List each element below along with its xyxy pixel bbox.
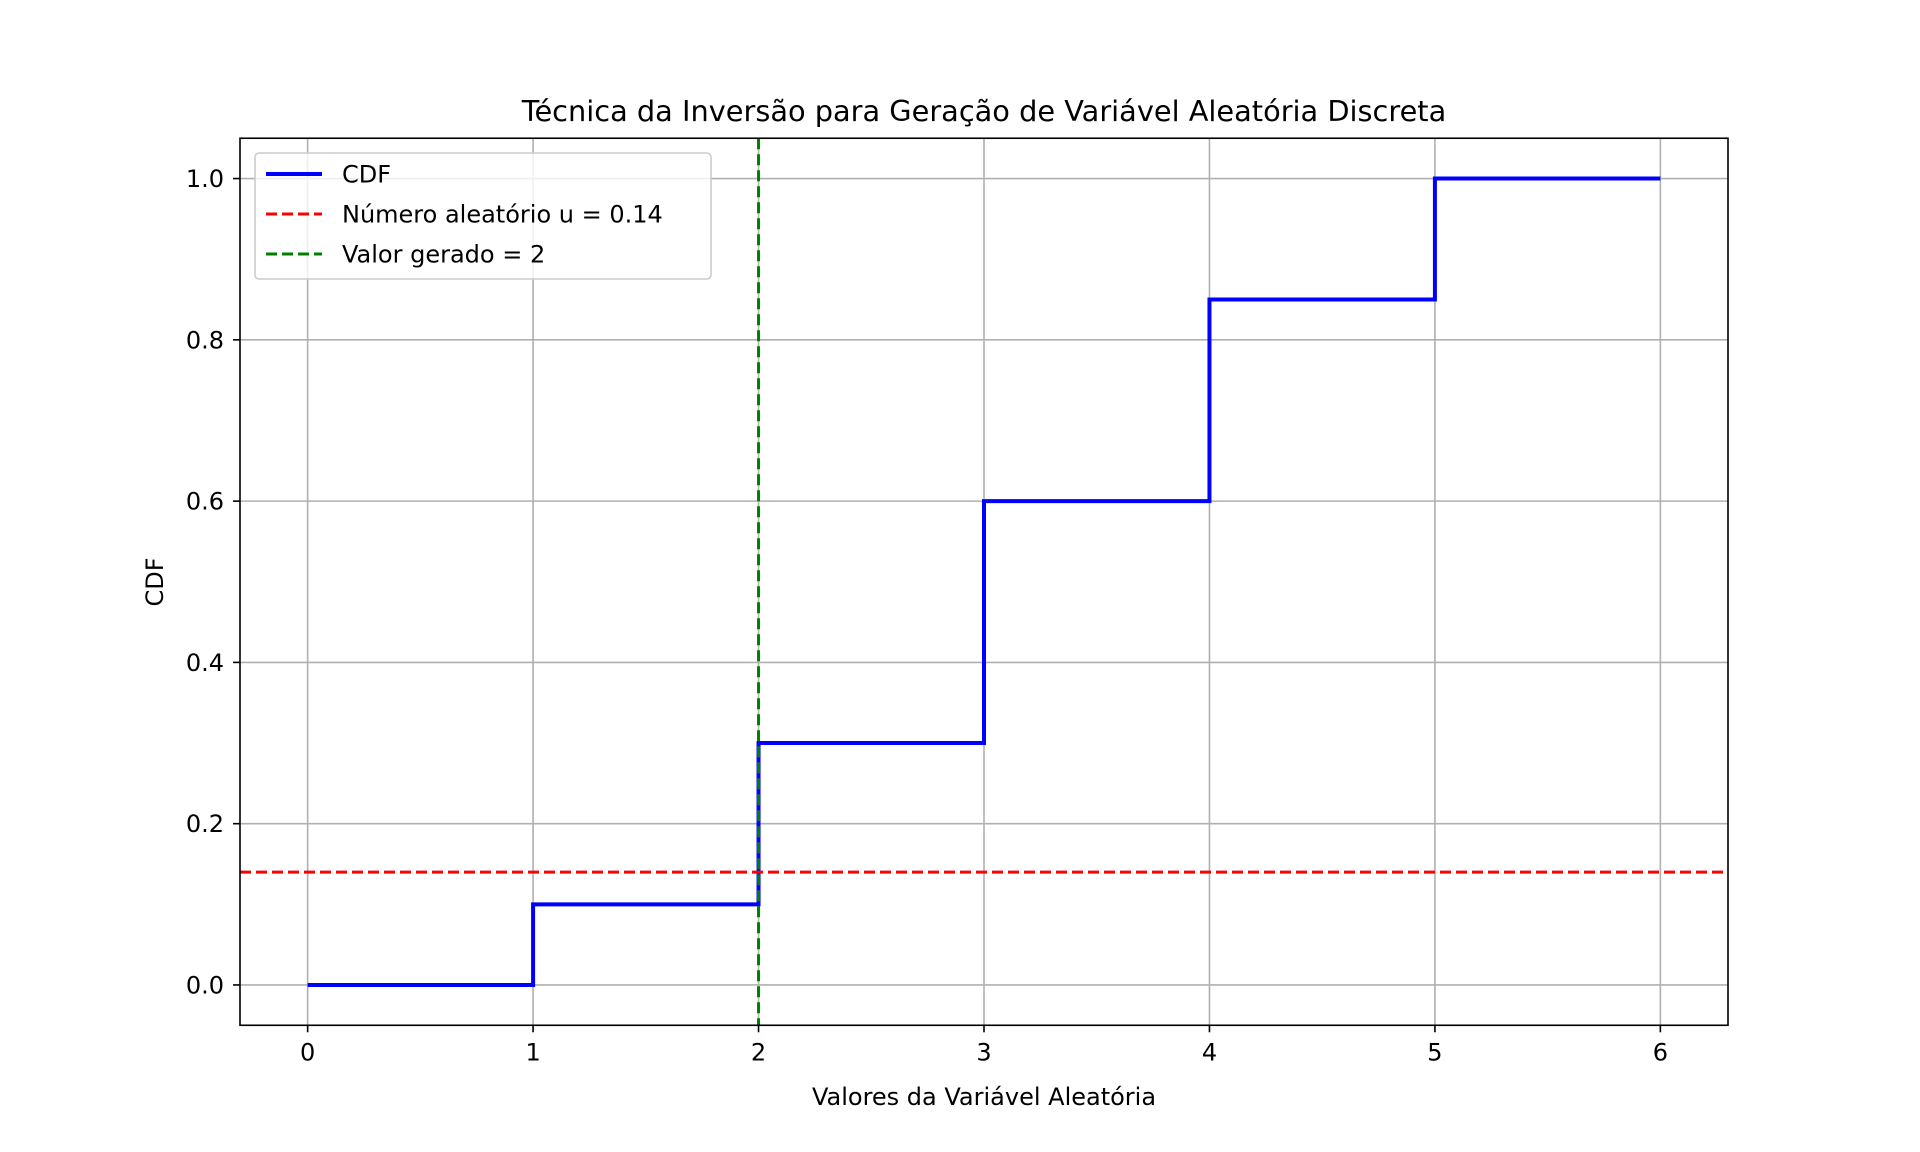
- x-axis-label: Valores da Variável Aleatória: [812, 1083, 1156, 1111]
- x-tick-label: 6: [1653, 1038, 1668, 1066]
- y-tick-label: 1.0: [186, 165, 224, 193]
- x-tick-label: 1: [525, 1038, 540, 1066]
- y-tick-label: 0.6: [186, 488, 224, 516]
- x-tick-label: 3: [976, 1038, 991, 1066]
- legend-box: [254, 152, 712, 280]
- cdf-step-line: [307, 176, 1661, 987]
- x-tick-label: 0: [300, 1038, 315, 1066]
- legend-label: CDF: [342, 161, 391, 189]
- legend: CDF Número aleatório u = 0.14 Valor gerado…: [254, 152, 712, 280]
- ticks: 0 1 2 3 4 5 6 0.0 0.2 0.4 0.6 0.8 1.0: [186, 165, 1668, 1066]
- plot-series: [240, 138, 1728, 1026]
- y-tick-label: 0.4: [186, 649, 224, 677]
- legend-label: Número aleatório u = 0.14: [342, 201, 663, 229]
- x-tick-label: 2: [751, 1038, 766, 1066]
- x-tick-label: 5: [1427, 1038, 1442, 1066]
- chart-title: Técnica da Inversão para Geração de Vari…: [521, 94, 1446, 128]
- y-tick-label: 0.0: [186, 971, 224, 999]
- x-tick-label: 4: [1202, 1038, 1217, 1066]
- y-tick-label: 0.2: [186, 810, 224, 838]
- y-axis-label: CDF: [141, 557, 169, 606]
- y-tick-label: 0.8: [186, 326, 224, 354]
- legend-label: Valor gerado = 2: [342, 241, 545, 269]
